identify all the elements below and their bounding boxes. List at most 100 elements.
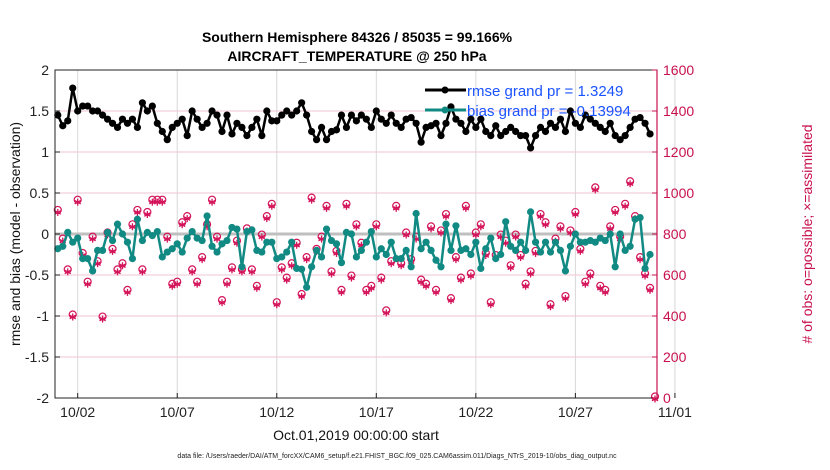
rmse-point	[54, 111, 62, 119]
y-right-tick-label: 800	[663, 226, 687, 242]
x-tick-label: 10/02	[60, 404, 95, 420]
y-tick-label: 0	[41, 226, 49, 242]
bias-point	[258, 248, 266, 256]
legend: rmse grand pr = 1.3249 bias grand pr = -…	[425, 83, 631, 120]
obs-point	[581, 277, 590, 288]
bias-point	[357, 246, 365, 254]
rmse-point	[108, 119, 117, 127]
rmse-point	[203, 119, 211, 127]
rmse-point	[512, 127, 520, 136]
obs-point	[158, 195, 167, 206]
obs-point	[611, 205, 620, 216]
bias-point	[362, 238, 370, 246]
bias-point	[223, 236, 231, 245]
rmse-point	[437, 132, 445, 140]
obs-point	[193, 277, 202, 288]
obs-assimilated-marker	[646, 288, 654, 293]
obs-point	[561, 291, 570, 303]
obs-assimilated-marker	[338, 290, 345, 295]
rmse-point	[74, 107, 82, 115]
rmse-point	[173, 119, 181, 127]
rmse-point	[223, 111, 231, 119]
obs-assimilated-marker	[228, 267, 236, 273]
obs-assimilated-marker	[362, 290, 370, 295]
rmse-point	[561, 127, 570, 136]
bias-point	[437, 263, 445, 271]
obs-point	[63, 265, 72, 276]
obs-point	[466, 269, 475, 280]
obs-point	[362, 285, 371, 296]
bias-point	[482, 245, 490, 253]
obs-point	[128, 220, 137, 231]
bias-point	[133, 215, 142, 223]
obs-point	[451, 253, 461, 264]
bias-point	[526, 208, 535, 216]
obs-assimilated-marker	[193, 281, 201, 287]
obs-assimilated-marker	[397, 263, 405, 269]
obs-point	[272, 298, 281, 309]
bias-point	[118, 230, 127, 238]
obs-point	[88, 232, 97, 243]
obs-point	[571, 207, 580, 218]
rmse-point	[263, 107, 271, 115]
rmse-point	[268, 117, 276, 125]
bias-point	[591, 238, 599, 246]
obs-assimilated-marker	[163, 236, 171, 242]
obs-assimilated-marker	[537, 214, 544, 219]
obs-point	[257, 230, 266, 241]
bias-point	[283, 248, 291, 256]
rmse-point	[596, 123, 604, 131]
obs-assimilated-marker	[472, 232, 480, 238]
rmse-point	[497, 132, 505, 140]
obs-point	[456, 273, 466, 284]
rmse-point	[148, 102, 156, 110]
rmse-point	[531, 132, 540, 140]
rmse-point	[94, 107, 102, 115]
rmse-point	[611, 132, 619, 140]
rmse-point	[332, 126, 341, 134]
bias-point	[298, 265, 306, 273]
obs-point	[53, 205, 62, 216]
bias-point	[377, 245, 385, 253]
bias-point	[123, 238, 132, 246]
bias-point	[442, 220, 450, 228]
obs-point	[576, 244, 585, 255]
bias-point	[98, 246, 107, 254]
obs-assimilated-marker	[457, 277, 465, 283]
obs-point	[327, 267, 336, 278]
rmse-point	[522, 132, 530, 140]
bias-point	[522, 246, 530, 254]
obs-assimilated-marker	[527, 271, 534, 277]
obs-point	[337, 285, 346, 296]
obs-point	[163, 232, 172, 243]
obs-point	[108, 244, 117, 255]
obs-point	[113, 265, 122, 276]
obs-assimilated-marker	[532, 251, 539, 256]
obs-assimilated-marker	[462, 206, 470, 211]
obs-assimilated-marker	[402, 232, 410, 238]
obs-point	[516, 250, 525, 262]
bias-point	[188, 227, 196, 236]
bias-point	[636, 214, 644, 222]
bias-point	[472, 238, 480, 246]
y-right-tick-label: 1600	[663, 62, 694, 78]
y-right-tick-label: 0	[663, 390, 671, 406]
obs-point	[421, 279, 431, 290]
obs-point	[347, 271, 356, 282]
bias-point	[278, 253, 286, 261]
rmse-point	[143, 107, 151, 115]
rmse-point	[64, 117, 72, 125]
y-tick-label: 0.5	[30, 185, 50, 201]
rmse-point	[228, 130, 236, 138]
obs-assimilated-marker	[64, 269, 72, 275]
y-right-tick-label: 1400	[663, 103, 694, 119]
obs-point	[138, 265, 147, 276]
bias-point	[203, 212, 211, 220]
bias-point	[288, 238, 296, 246]
obs-assimilated-marker	[54, 210, 62, 215]
rmse-point	[158, 127, 166, 136]
obs-assimilated-marker	[507, 265, 515, 271]
bias-point	[531, 238, 540, 246]
bias-point	[263, 238, 271, 246]
rmse-point	[283, 107, 291, 115]
